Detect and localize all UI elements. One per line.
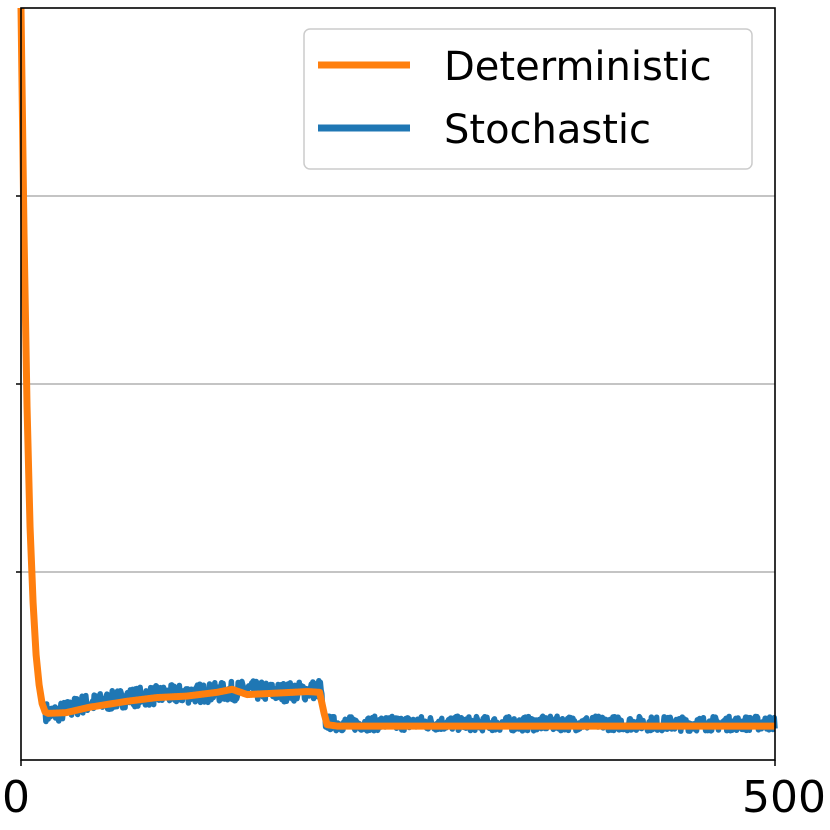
series-lines (17, 7, 778, 734)
legend-box (303, 28, 753, 170)
legend-label-deterministic: Deterministic (444, 44, 712, 90)
series-line-stochastic (18, 7, 778, 734)
x-tick-label-0: 0 (2, 772, 30, 823)
legend-label-stochastic: Stochastic (444, 107, 651, 153)
series-line-deterministic (17, 7, 778, 730)
x-tick-label-1: 500 (742, 772, 826, 823)
legend: Deterministic Stochastic (303, 28, 753, 170)
axis-ticks: 0 500 (2, 195, 826, 823)
grid-lines (21, 195, 775, 573)
